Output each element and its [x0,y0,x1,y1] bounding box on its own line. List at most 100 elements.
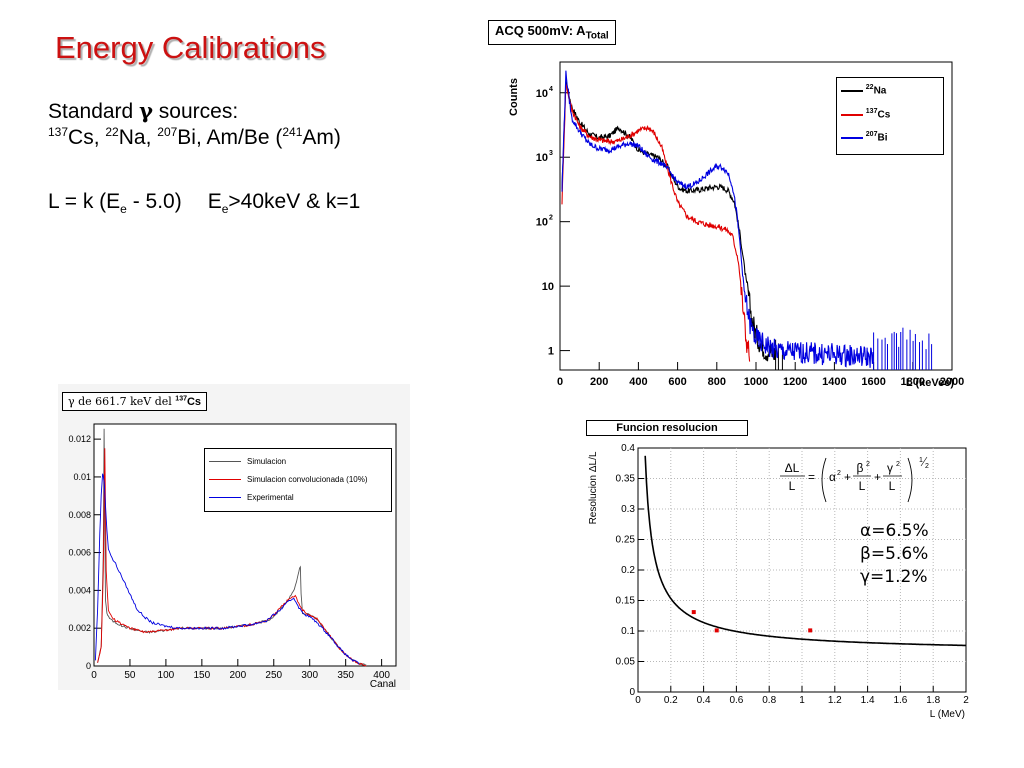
formula-exp: 2 [837,470,841,477]
x-tick-label: 1000 [744,376,768,388]
fraction-slash [920,456,928,467]
param-alpha: α=6.5% [860,521,929,541]
legend-swatch [209,479,241,481]
x-ticks: 0 50 100 150 200 250 300 350 400 [91,659,390,681]
y-tick-label: 0 [629,687,635,698]
x-tick-label: 350 [337,670,354,681]
x-tick-label: 400 [629,376,647,388]
y-tick-label: 0.2 [621,565,635,576]
resolution-chart-title: Funcion resolucion [586,420,748,436]
y-tick-label: 0.002 [68,623,91,633]
data-point [691,610,696,615]
spectrum-chart: Counts L (keVee) 0 200 400 600 800 1000 1200 14… [508,61,964,389]
legend-swatch [209,497,241,499]
spectrum-chart-title: ACQ 500mV: ATotal [488,20,616,45]
series-line-3 [94,473,360,665]
data-point [714,628,719,633]
param-beta: β=5.6% [860,544,929,564]
formula-plus: + [874,470,881,484]
sources-list: 137Cs, 22Na, 207Bi, Am/Be (241Am) [48,126,341,150]
x-tick-label: 200 [590,376,608,388]
y-tick-exponent: 4 [549,86,553,93]
x-tick-label: 100 [158,670,175,681]
x-tick-label: 400 [373,670,390,681]
formula-lhs-num: ΔL [785,461,800,475]
x-tick-label: 0.4 [697,695,711,706]
legend-swatch [209,461,241,463]
legend-swatch [841,113,863,116]
legend-swatch [841,89,863,92]
x-tick-label: 0 [557,376,563,388]
formula-lhs-den: L [789,479,796,493]
x-axis-label: Canal [370,679,396,690]
x-tick-label: 1200 [783,376,807,388]
formula-exp: 2 [866,461,870,468]
y-tick-label: 0.15 [616,596,636,607]
series-line-2 [97,448,367,667]
legend-mass: 207 [865,131,878,138]
data-point [808,628,813,633]
y-tick-exponent: 2 [549,215,553,222]
legend-entry: Simulacion convolucionada (10%) [209,475,368,484]
y-tick-label: 0.05 [616,657,636,668]
formula-gamma-den: L [889,479,896,493]
slide-title: Energy Calibrations [55,30,326,65]
legend-swatch [841,136,863,139]
formula-half-den: 2 [925,463,929,470]
isotope-sep: ) [333,126,341,149]
x-tick-label: 600 [668,376,686,388]
y-tick-exponent: 3 [549,150,553,157]
y-tick-label: 10 [536,217,548,229]
x-tick-label: 0 [635,695,641,706]
y-tick-label: 0.008 [68,510,91,520]
title-sub: Total [585,30,609,42]
legend-entry-cs: 137Cs [841,108,890,120]
isotope-symbol: Cs [68,126,94,149]
x-tick-label: 200 [229,670,246,681]
x-tick-label: 2000 [940,376,964,388]
formula-part: E [207,190,222,213]
legend-label: Simulacion [247,457,287,466]
param-gamma: γ=1.2% [860,567,928,587]
x-tick-label: 2 [963,695,969,706]
series-line-na [561,81,776,362]
y-tick-label: 10 [536,88,548,100]
fit-parameters: α=6.5% β=5.6% γ=1.2% [860,520,929,589]
grid-lines [638,448,966,692]
y-axis-label: Resolucion ΔL/L [588,451,599,524]
legend-entry-na: 22Na [841,84,886,96]
isotope-mass: 137 [48,125,69,139]
y-tick-label: 10 [536,152,548,164]
fit-curve [644,455,966,647]
x-tick-label: 300 [301,670,318,681]
y-tick-label: 0.004 [68,585,91,595]
isotope-mass: 207 [157,125,178,139]
legend-label: Bi [877,132,888,144]
cs-spectrum-chart: Canal 0 50 100 150 200 250 300 350 400 0 0.002 0.0… [68,423,397,690]
isotope-sep: , [93,126,106,149]
y-tick-label: 0.35 [616,474,636,485]
y-tick-label: 0.01 [73,472,91,482]
paren-left [821,457,827,503]
calibration-formula: L = k (Ee - 5.0) Ee>40keV & k=1 [48,190,360,215]
isotope-sep: , Am/Be ( [195,126,283,149]
spectrum-chart-panel: Counts L (keVee) 0 200 400 600 800 1000 1200 14… [486,14,980,390]
y-ticks: 0 0.05 0.1 0.15 0.2 0.25 0.3 0.35 0.4 [616,443,644,698]
formula-part: - 5.0) [126,190,182,213]
x-tick-label: 1800 [901,376,925,388]
x-tick-label: 0.6 [729,695,743,706]
y-tick-label: 0.012 [68,434,91,444]
isotope-symbol: Bi [177,126,196,149]
cs-spectrum-panel: Canal 0 50 100 150 200 250 300 350 400 0 0.002 0.0… [58,384,410,690]
series-group [94,428,367,667]
y-tick-label: 0.4 [621,443,635,454]
x-tick-label: 250 [265,670,282,681]
resolution-formula: ΔL L = α 2 + β 2 L + γ 2 L 1 2 [780,456,929,503]
cs-spectrum-title: γ de 661.7 keV del 137Cs [62,392,208,411]
y-tick-label: 0.006 [68,548,91,558]
spectrum-legend: 22Na 137Cs 207Bi [836,77,944,155]
x-tick-label: 1.2 [828,695,842,706]
isotope-sep: , [145,126,158,149]
y-tick-label: 0.25 [616,535,636,546]
